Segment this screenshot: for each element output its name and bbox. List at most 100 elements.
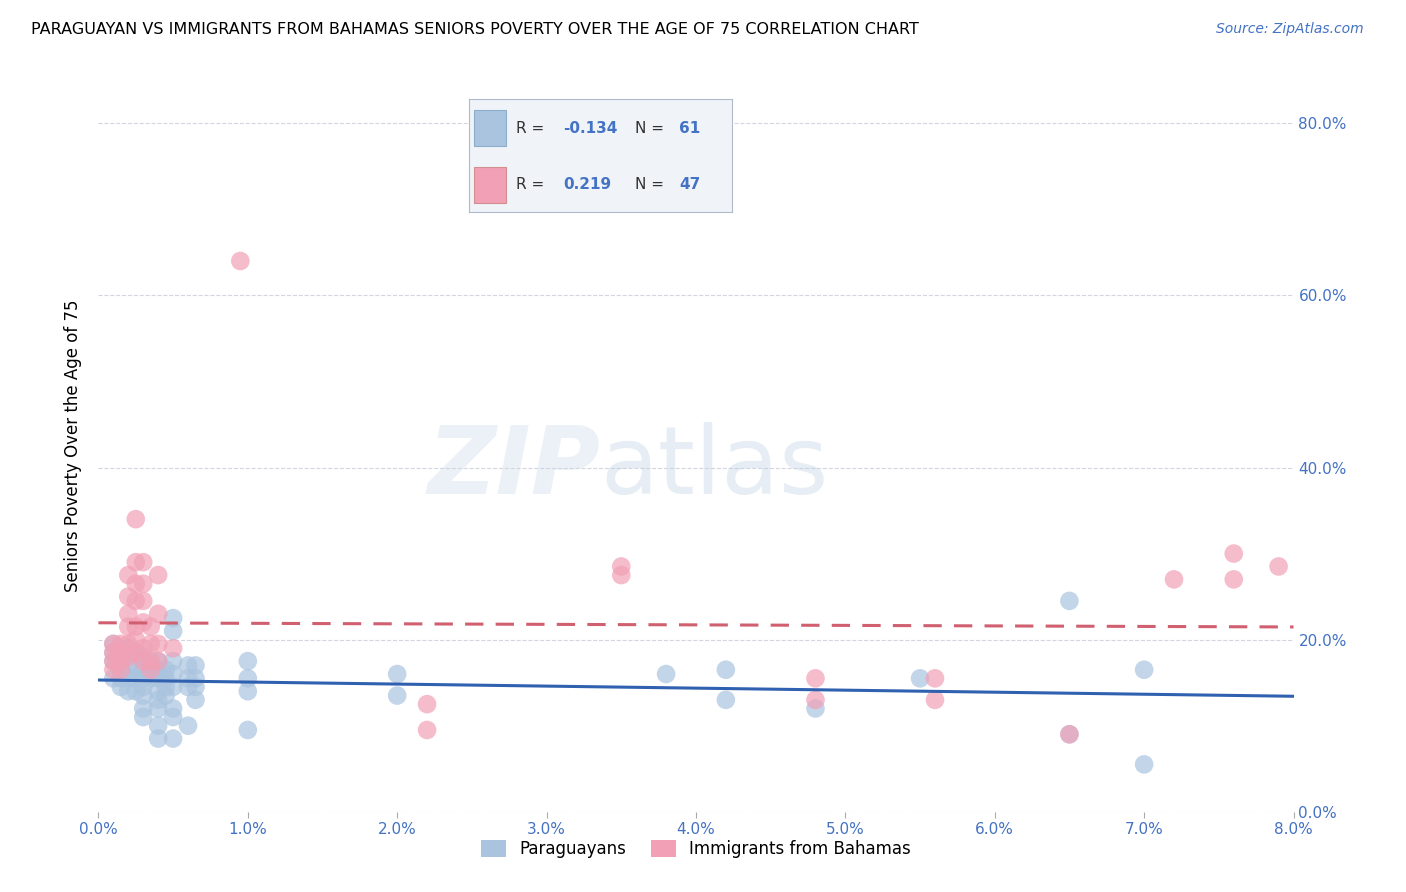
Point xyxy=(125,646,148,660)
Point xyxy=(125,646,148,660)
Point xyxy=(117,641,139,656)
Text: Source: ZipAtlas.com: Source: ZipAtlas.com xyxy=(1216,22,1364,37)
Point xyxy=(184,680,207,694)
Point xyxy=(125,671,148,685)
Point xyxy=(117,607,139,621)
Point xyxy=(162,611,184,625)
Point xyxy=(132,555,155,569)
Point xyxy=(184,671,207,685)
Point xyxy=(139,654,162,668)
Point xyxy=(132,680,155,694)
Point xyxy=(804,671,827,685)
Point xyxy=(162,641,184,656)
Point xyxy=(132,663,155,677)
Point xyxy=(110,637,132,651)
Point xyxy=(1059,727,1081,741)
Point xyxy=(139,620,162,634)
Point xyxy=(229,254,252,268)
Point xyxy=(103,654,125,668)
Text: atlas: atlas xyxy=(600,422,828,514)
Point xyxy=(655,667,678,681)
Point xyxy=(132,594,155,608)
Point xyxy=(110,663,132,677)
Point xyxy=(385,689,409,703)
Legend: Paraguayans, Immigrants from Bahamas: Paraguayans, Immigrants from Bahamas xyxy=(481,840,911,858)
Point xyxy=(148,671,170,685)
Point xyxy=(162,654,184,668)
Point xyxy=(162,667,184,681)
Point xyxy=(162,731,184,746)
Point xyxy=(132,689,155,703)
Point xyxy=(117,620,139,634)
Point xyxy=(117,684,139,698)
Point xyxy=(132,654,155,668)
Point xyxy=(148,654,170,668)
Point xyxy=(385,667,409,681)
Point xyxy=(804,701,827,715)
Point xyxy=(110,654,132,668)
Point xyxy=(148,568,170,582)
Point xyxy=(148,719,170,733)
Point xyxy=(1267,559,1289,574)
Point xyxy=(177,671,200,685)
Point xyxy=(110,663,132,677)
Point xyxy=(416,697,439,711)
Point xyxy=(148,731,170,746)
Point xyxy=(177,658,200,673)
Point xyxy=(148,663,170,677)
Point xyxy=(132,649,155,664)
Point xyxy=(162,710,184,724)
Point xyxy=(103,663,125,677)
Point xyxy=(177,719,200,733)
Point xyxy=(117,649,139,664)
Point xyxy=(1059,594,1081,608)
Point xyxy=(139,663,162,677)
Point xyxy=(1223,573,1246,587)
Point xyxy=(177,680,200,694)
Point xyxy=(139,637,162,651)
Point xyxy=(110,654,132,668)
Point xyxy=(155,689,177,703)
Point xyxy=(236,671,259,685)
Point xyxy=(117,590,139,604)
Point xyxy=(162,624,184,638)
Text: ZIP: ZIP xyxy=(427,422,600,514)
Point xyxy=(184,693,207,707)
Point xyxy=(1059,727,1081,741)
Point xyxy=(139,671,162,685)
Point xyxy=(148,637,170,651)
Point xyxy=(103,654,125,668)
Point xyxy=(132,576,155,591)
Point xyxy=(804,693,827,707)
Point xyxy=(110,646,132,660)
Point xyxy=(103,646,125,660)
Point xyxy=(610,568,633,582)
Point xyxy=(125,512,148,526)
Point xyxy=(125,684,148,698)
Y-axis label: Seniors Poverty Over the Age of 75: Seniors Poverty Over the Age of 75 xyxy=(65,300,83,592)
Point xyxy=(184,658,207,673)
Point xyxy=(125,632,148,647)
Point xyxy=(103,646,125,660)
Point xyxy=(132,701,155,715)
Point xyxy=(139,663,162,677)
Point xyxy=(148,701,170,715)
Point xyxy=(236,654,259,668)
Point xyxy=(103,671,125,685)
Point xyxy=(125,555,148,569)
Point xyxy=(125,620,148,634)
Point xyxy=(155,663,177,677)
Point xyxy=(148,693,170,707)
Point xyxy=(155,680,177,694)
Point xyxy=(132,615,155,630)
Point xyxy=(924,693,946,707)
Point xyxy=(155,671,177,685)
Point xyxy=(103,637,125,651)
Point xyxy=(117,658,139,673)
Point xyxy=(125,594,148,608)
Point xyxy=(1223,547,1246,561)
Point xyxy=(162,680,184,694)
Point xyxy=(125,663,148,677)
Text: PARAGUAYAN VS IMMIGRANTS FROM BAHAMAS SENIORS POVERTY OVER THE AGE OF 75 CORRELA: PARAGUAYAN VS IMMIGRANTS FROM BAHAMAS SE… xyxy=(31,22,918,37)
Point xyxy=(139,654,162,668)
